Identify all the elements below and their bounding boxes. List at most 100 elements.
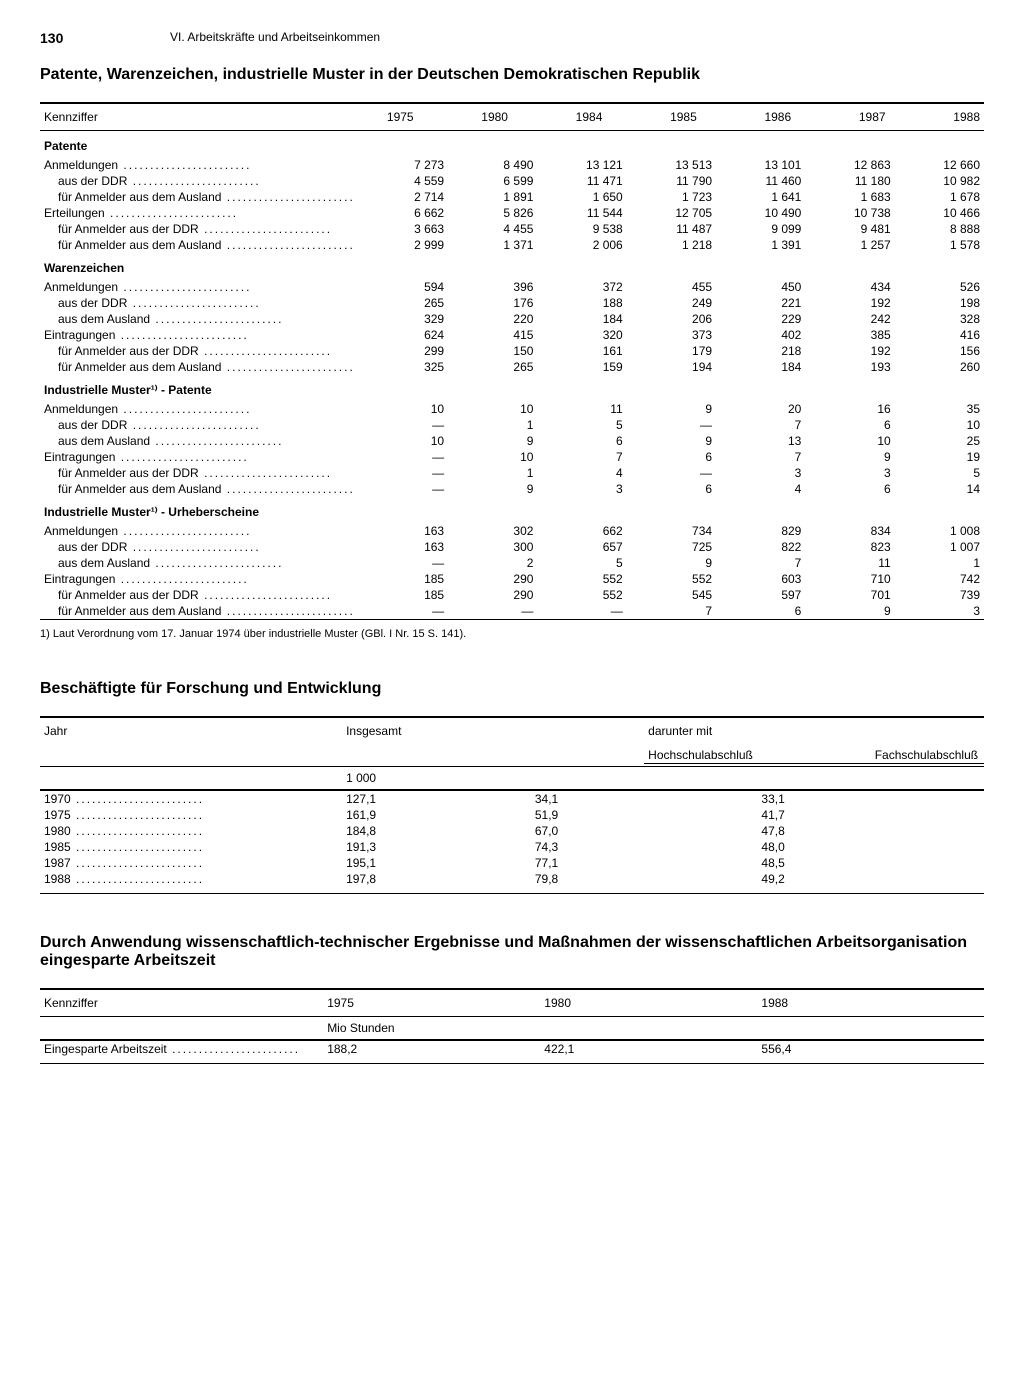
- table-row: aus der DDR4 5596 59911 47111 79011 4601…: [40, 173, 984, 189]
- table2-head: Jahr Insgesamt darunter mit Hochschulabs…: [40, 718, 984, 764]
- table-row: für Anmelder aus der DDR2991501611792181…: [40, 343, 984, 359]
- table-row: 1975161,951,941,7: [40, 807, 984, 823]
- cell: 10: [895, 417, 984, 433]
- table1-footnote: 1) Laut Verordnung vom 17. Januar 1974 ü…: [40, 628, 984, 640]
- cell: 320: [537, 327, 626, 343]
- cell: 657: [537, 539, 626, 555]
- row-label: Anmeldungen: [44, 402, 118, 416]
- row-label: für Anmelder aus dem Ausland: [58, 238, 221, 252]
- table2-unit: 1 000: [40, 767, 984, 789]
- row-year: 1987: [44, 856, 71, 870]
- cell: 9 099: [716, 221, 805, 237]
- cell: 11 544: [537, 205, 626, 221]
- row-label: Eintragungen: [44, 450, 115, 464]
- cell: 206: [627, 311, 716, 327]
- row-label: Eintragungen: [44, 328, 115, 342]
- cell: 127,1: [342, 791, 531, 807]
- cell: 290: [448, 571, 537, 587]
- cell: 1 218: [627, 237, 716, 253]
- cell: 1: [448, 417, 537, 433]
- cell: 159: [537, 359, 626, 375]
- table1-title: Patente, Warenzeichen, industrielle Must…: [40, 66, 984, 84]
- cell: 385: [805, 327, 894, 343]
- cell: 3: [895, 603, 984, 619]
- cell: 13: [716, 433, 805, 449]
- group-head: Patente: [40, 131, 984, 157]
- cell: 34,1: [531, 791, 758, 807]
- page-number: 130: [40, 30, 170, 46]
- row-label: Eintragungen: [44, 572, 115, 586]
- cell: 192: [805, 343, 894, 359]
- cell: 10 738: [805, 205, 894, 221]
- table-row: 1988197,879,849,2: [40, 871, 984, 887]
- cell: 242: [805, 311, 894, 327]
- cell: 710: [805, 571, 894, 587]
- cell: 328: [895, 311, 984, 327]
- cell: 302: [448, 523, 537, 539]
- cell: 7: [716, 449, 805, 465]
- cell: 11 790: [627, 173, 716, 189]
- cell: 9: [805, 603, 894, 619]
- cell: 33,1: [757, 791, 984, 807]
- cell: 526: [895, 279, 984, 295]
- cell: 198: [895, 295, 984, 311]
- cell: 1 891: [448, 189, 537, 205]
- cell: 11: [805, 555, 894, 571]
- cell: 4 559: [359, 173, 448, 189]
- cell: 11 487: [627, 221, 716, 237]
- cell: 9: [805, 449, 894, 465]
- cell: 1 371: [448, 237, 537, 253]
- row-label: Eingesparte Arbeitszeit: [44, 1042, 167, 1056]
- cell: 8 888: [895, 221, 984, 237]
- cell: 10 982: [895, 173, 984, 189]
- cell: 14: [895, 481, 984, 497]
- cell: 823: [805, 539, 894, 555]
- cell: 7 273: [359, 157, 448, 173]
- table-row: Anmeldungen594396372455450434526: [40, 279, 984, 295]
- cell: 552: [627, 571, 716, 587]
- cell: 1: [448, 465, 537, 481]
- cell: —: [359, 481, 448, 497]
- cell: 416: [895, 327, 984, 343]
- cell: 8 490: [448, 157, 537, 173]
- cell: 290: [448, 587, 537, 603]
- cell: 48,0: [757, 839, 984, 855]
- row-label: aus der DDR: [58, 174, 127, 188]
- cell: 434: [805, 279, 894, 295]
- row-label: für Anmelder aus dem Ausland: [58, 482, 221, 496]
- cell: 184,8: [342, 823, 531, 839]
- table3-unit: Mio Stunden: [40, 1017, 984, 1039]
- row-label: aus dem Ausland: [58, 434, 150, 448]
- cell: 35: [895, 401, 984, 417]
- cell: 188,2: [323, 1041, 540, 1057]
- cell: 218: [716, 343, 805, 359]
- cell: 150: [448, 343, 537, 359]
- cell: 6: [716, 603, 805, 619]
- col-year: 1975: [323, 104, 417, 130]
- table-row: aus der DDR265176188249221192198: [40, 295, 984, 311]
- cell: 5: [537, 555, 626, 571]
- cell: 49,2: [757, 871, 984, 887]
- cell: 372: [537, 279, 626, 295]
- cell: 1 683: [805, 189, 894, 205]
- cell: 10: [448, 449, 537, 465]
- table1: Kennziffer 1975 1980 1984 1985 1986 1987…: [40, 104, 984, 130]
- cell: 1 678: [895, 189, 984, 205]
- table-row: 1985191,374,348,0: [40, 839, 984, 855]
- table-row: für Anmelder aus der DDR—14—335: [40, 465, 984, 481]
- cell: 1 578: [895, 237, 984, 253]
- cell: 329: [359, 311, 448, 327]
- row-label: Anmeldungen: [44, 524, 118, 538]
- row-label: für Anmelder aus dem Ausland: [58, 360, 221, 374]
- cell: 556,4: [757, 1041, 984, 1057]
- cell: 184: [537, 311, 626, 327]
- table-row: aus dem Ausland10969131025: [40, 433, 984, 449]
- row-label: aus der DDR: [58, 296, 127, 310]
- cell: 1: [895, 555, 984, 571]
- col-jahr: Jahr: [40, 718, 342, 744]
- table-row: Anmeldungen1010119201635: [40, 401, 984, 417]
- cell: 4 455: [448, 221, 537, 237]
- table-row: aus der DDR1633006577258228231 007: [40, 539, 984, 555]
- table-row: aus der DDR—15—7610: [40, 417, 984, 433]
- cell: 402: [716, 327, 805, 343]
